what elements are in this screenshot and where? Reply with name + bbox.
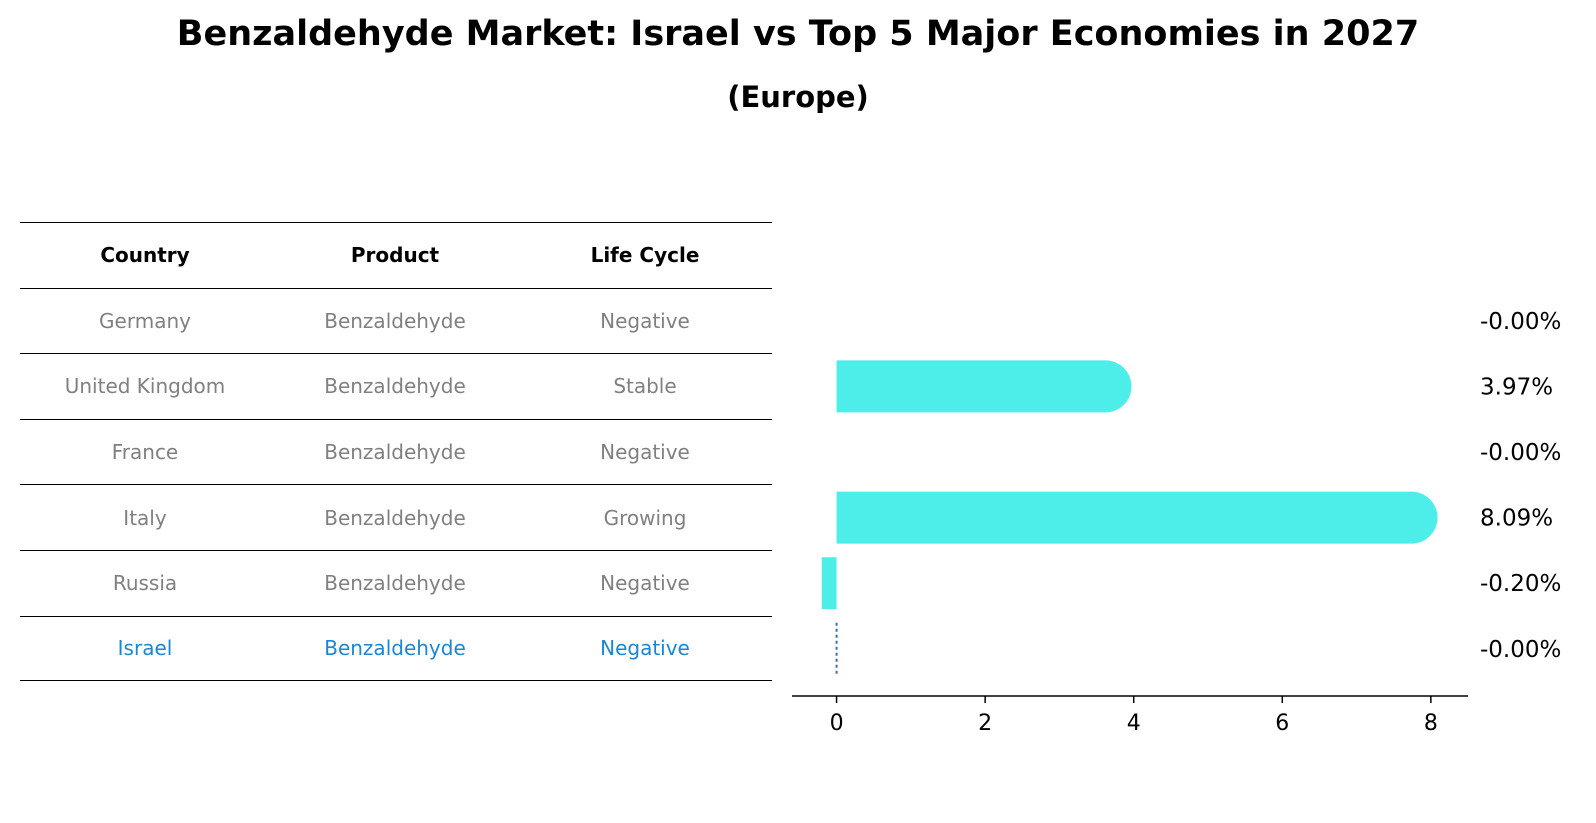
x-tick-label: 6: [1275, 711, 1289, 736]
table-row: Italy Benzaldehyde Growing: [20, 484, 772, 550]
chart-subtitle: (Europe): [727, 80, 869, 114]
product-cell: Benzaldehyde: [324, 505, 466, 530]
header-country: Country: [100, 243, 190, 268]
table-row: France Benzaldehyde Negative: [20, 418, 772, 485]
life-cycle-cell: Negative: [600, 440, 690, 465]
x-tick-label: 2: [978, 711, 992, 736]
header-life-cycle: Life Cycle: [590, 243, 700, 268]
bar: [821, 557, 837, 610]
value-label: -0.00%: [1480, 637, 1561, 663]
bar: [836, 360, 1132, 413]
table-header-row: Country Product Life Cycle: [20, 222, 772, 288]
header-product: Product: [350, 243, 440, 268]
life-cycle-cell: Negative: [600, 571, 690, 596]
bar: [836, 491, 1438, 544]
country-cell: Italy: [123, 505, 167, 530]
product-cell: Benzaldehyde: [324, 571, 466, 596]
table-row-highlighted: Israel Benzaldehyde Negative: [20, 615, 772, 682]
country-cell: Germany: [99, 308, 191, 333]
value-label: -0.00%: [1480, 309, 1561, 335]
country-cell: United Kingdom: [64, 374, 226, 399]
chart-title: Benzaldehyde Market: Israel vs Top 5 Maj…: [176, 14, 1420, 54]
life-cycle-cell: Negative: [600, 308, 690, 333]
life-cycle-cell: Negative: [600, 636, 690, 661]
life-cycle-cell: Growing: [603, 505, 687, 530]
life-cycle-cell: Stable: [613, 374, 677, 399]
product-cell: Benzaldehyde: [324, 308, 466, 333]
country-cell: France: [111, 440, 179, 465]
value-label: 3.97%: [1480, 374, 1553, 400]
market-table: Country Product Life Cycle Germany Benza…: [20, 222, 772, 682]
product-cell: Benzaldehyde: [324, 636, 466, 661]
product-cell: Benzaldehyde: [324, 374, 466, 399]
value-label: -0.00%: [1480, 440, 1561, 466]
x-tick-label: 4: [1127, 711, 1141, 736]
country-cell: Israel: [117, 636, 173, 661]
country-cell: Russia: [112, 571, 178, 596]
x-tick-label: 0: [830, 711, 844, 736]
table-row: Germany Benzaldehyde Negative: [20, 287, 772, 354]
product-cell: Benzaldehyde: [324, 440, 466, 465]
table-row: Russia Benzaldehyde Negative: [20, 549, 772, 616]
table-row: United Kingdom Benzaldehyde Stable: [20, 353, 772, 419]
value-label: 8.09%: [1480, 506, 1553, 532]
x-tick-label: 8: [1424, 711, 1438, 736]
value-label: -0.20%: [1480, 571, 1561, 597]
